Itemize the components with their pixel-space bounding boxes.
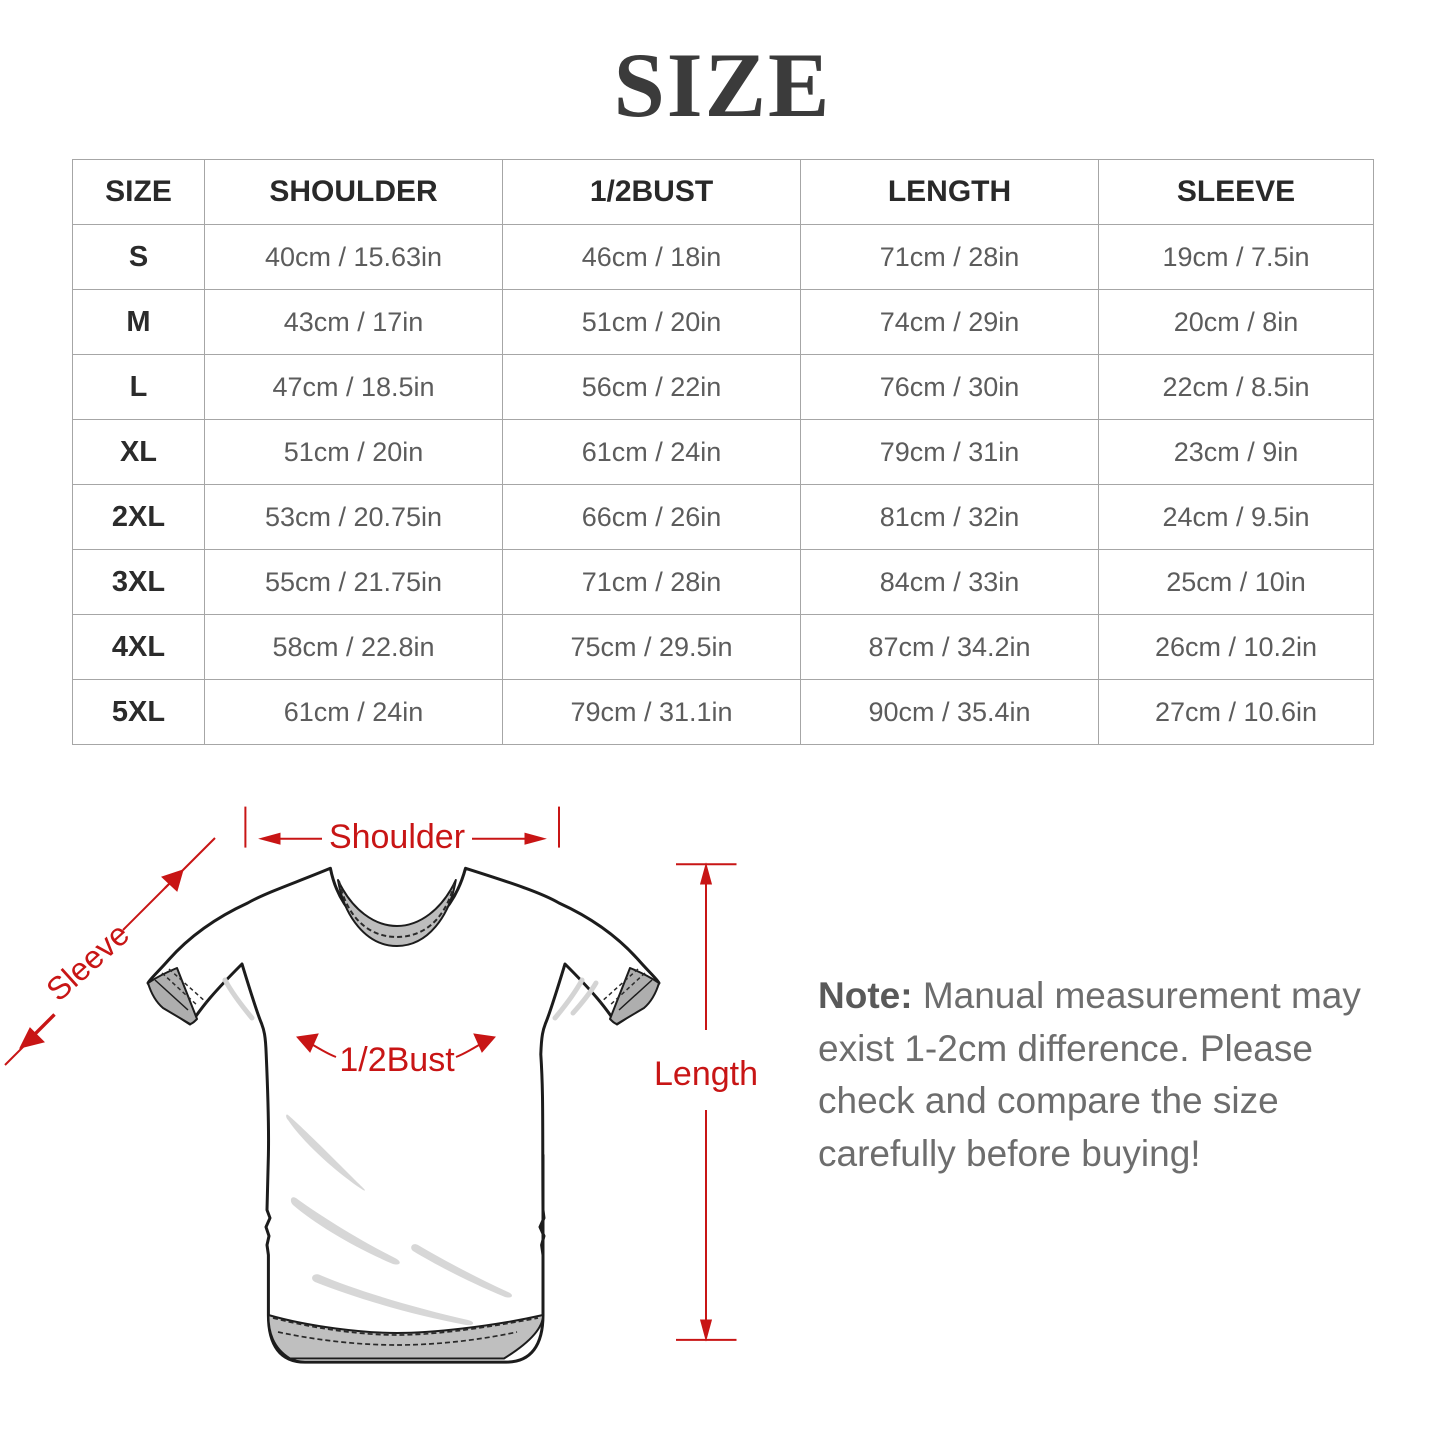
svg-text:Length: Length bbox=[654, 1055, 758, 1093]
svg-text:Sleeve: Sleeve bbox=[39, 916, 136, 1008]
svg-text:Shoulder: Shoulder bbox=[329, 818, 465, 856]
svg-text:1/2Bust: 1/2Bust bbox=[339, 1041, 455, 1079]
